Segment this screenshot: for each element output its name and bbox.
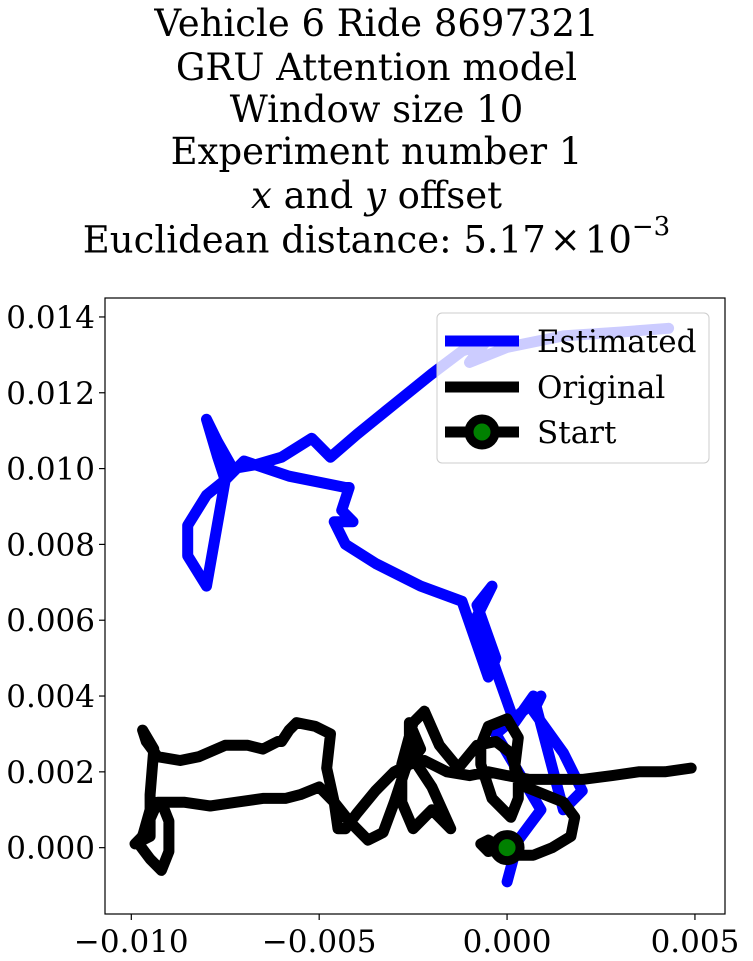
title-distance-prefix: Euclidean distance:	[82, 218, 464, 262]
start-point-marker	[489, 830, 525, 866]
title-offset-word: offset	[397, 174, 502, 217]
legend-original-label: Original	[537, 370, 665, 406]
title-y-symbol: y	[364, 174, 386, 217]
legend-start-marker	[464, 414, 500, 450]
y-axis: 0.000 0.002 0.004 0.006 0.008 0.010 0.012 0.014	[6, 300, 105, 867]
y-tick-label: 0.002	[6, 755, 95, 791]
y-tick-label: 0.014	[6, 300, 95, 336]
x-tick-label: −0.005	[262, 924, 377, 960]
x-tick-label: 0.005	[651, 924, 740, 960]
x-tick-label: −0.010	[74, 924, 189, 960]
title-distance-exponent: −3	[631, 212, 671, 242]
title-and-word: and	[283, 174, 354, 217]
title-line-model: GRU Attention model	[175, 46, 578, 89]
title-line-window: Window size 10	[229, 88, 524, 131]
legend-estimated-label: Estimated	[537, 324, 696, 360]
y-tick-label: 0.008	[6, 527, 95, 563]
legend-start-label: Start	[537, 415, 617, 451]
x-tick-label: 0.000	[463, 924, 552, 960]
title-distance-base: 10	[584, 218, 632, 262]
legend: Estimated Original Start	[436, 312, 710, 464]
y-tick-label: 0.010	[6, 452, 95, 488]
y-tick-label: 0.006	[6, 603, 95, 639]
y-tick-label: 0.012	[6, 376, 95, 412]
y-tick-label: 0.004	[6, 679, 95, 715]
y-tick-label: 0.000	[6, 831, 95, 867]
plot-frame	[104, 297, 726, 915]
title-distance-times: ×	[549, 218, 581, 262]
title-line-experiment: Experiment number 1	[170, 130, 583, 173]
legend-box	[436, 312, 710, 464]
title-x-symbol: x	[251, 174, 272, 217]
title-line-offset: x and y offset	[0, 174, 753, 217]
series-layer	[129, 322, 697, 888]
x-axis: −0.010 −0.005 0.000 0.005	[74, 914, 739, 960]
title-line-vehicle: Vehicle 6 Ride 8697321	[154, 2, 599, 45]
original-trajectory-line	[129, 705, 697, 876]
title-line-distance: Euclidean distance: 5.17 × 10−3	[0, 212, 753, 262]
title-distance-mantissa: 5.17	[463, 218, 546, 262]
